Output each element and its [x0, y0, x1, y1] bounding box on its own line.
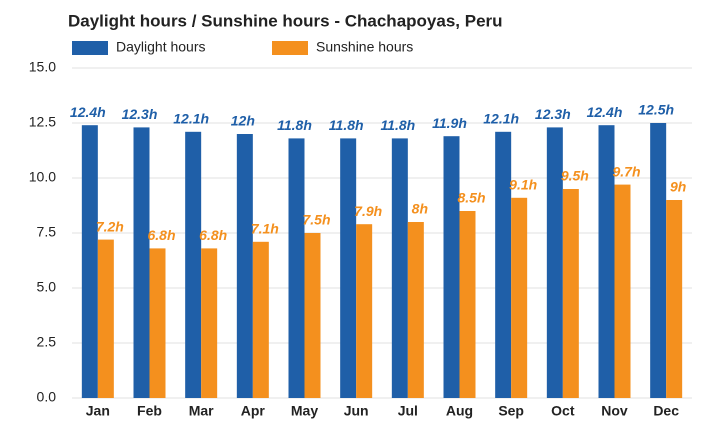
value-label: 9.5h — [561, 168, 589, 184]
x-tick-label: Aug — [446, 403, 473, 419]
value-label: 8h — [412, 201, 428, 217]
bar — [185, 131, 202, 399]
value-label: 7.2h — [96, 218, 124, 234]
bar — [562, 189, 579, 398]
x-tick-label: Sep — [498, 403, 524, 419]
value-label: 12.1h — [483, 111, 519, 127]
y-tick-label: 12.5 — [29, 114, 56, 130]
x-tick-label: Jun — [344, 403, 369, 419]
x-tick-label: Dec — [653, 403, 679, 419]
value-label: 7.1h — [251, 221, 279, 237]
bar — [407, 222, 424, 398]
bar — [252, 241, 269, 398]
y-tick-label: 7.5 — [37, 224, 57, 240]
value-label: 12.1h — [173, 111, 209, 127]
bar — [236, 134, 253, 398]
legend-label: Sunshine hours — [316, 39, 413, 55]
y-tick-label: 10.0 — [29, 169, 56, 185]
bar — [511, 197, 528, 398]
legend-swatch — [72, 41, 108, 55]
x-tick-label: May — [291, 403, 318, 419]
bar — [340, 138, 357, 398]
bar — [495, 131, 512, 399]
x-tick-label: Jan — [86, 403, 110, 419]
y-tick-label: 0.0 — [37, 389, 57, 405]
value-label: 9h — [670, 179, 686, 195]
bar — [149, 248, 166, 398]
bar — [666, 200, 683, 398]
value-label: 9.1h — [509, 177, 537, 193]
x-tick-label: Jul — [398, 403, 418, 419]
value-label: 12.3h — [122, 106, 158, 122]
bar — [288, 138, 305, 398]
value-label: 12.3h — [535, 106, 571, 122]
y-tick-label: 5.0 — [37, 279, 57, 295]
value-label: 11.8h — [277, 117, 312, 133]
bar — [133, 127, 150, 399]
x-tick-label: Apr — [241, 403, 266, 419]
bar — [391, 138, 408, 398]
y-tick-label: 2.5 — [37, 334, 57, 350]
bar — [614, 184, 631, 398]
value-label: 7.5h — [302, 212, 330, 228]
bar — [97, 239, 114, 398]
value-label: 8.5h — [457, 190, 485, 206]
value-label: 6.8h — [199, 227, 227, 243]
x-tick-label: Feb — [137, 403, 162, 419]
bar — [81, 125, 98, 398]
bar — [201, 248, 218, 398]
legend-label: Daylight hours — [116, 39, 206, 55]
bar — [650, 123, 667, 398]
value-label: 12h — [231, 113, 255, 129]
x-tick-label: Oct — [551, 403, 575, 419]
bar — [546, 127, 563, 399]
bar — [459, 211, 476, 398]
bar — [304, 233, 321, 398]
chart-title: Daylight hours / Sunshine hours - Chacha… — [68, 11, 503, 30]
value-label: 11.8h — [380, 117, 415, 133]
value-label: 12.4h — [70, 104, 106, 120]
x-tick-label: Nov — [601, 403, 628, 419]
bar — [443, 136, 460, 398]
y-tick-label: 15.0 — [29, 59, 56, 75]
value-label: 11.8h — [329, 117, 364, 133]
legend-swatch — [272, 41, 308, 55]
value-label: 6.8h — [147, 227, 175, 243]
value-label: 12.5h — [638, 102, 674, 118]
x-tick-label: Mar — [189, 403, 214, 419]
value-label: 11.9h — [432, 115, 467, 131]
value-label: 9.7h — [612, 163, 640, 179]
bar — [356, 224, 373, 398]
value-label: 7.9h — [354, 203, 382, 219]
bar — [598, 125, 615, 398]
value-label: 12.4h — [587, 104, 623, 120]
